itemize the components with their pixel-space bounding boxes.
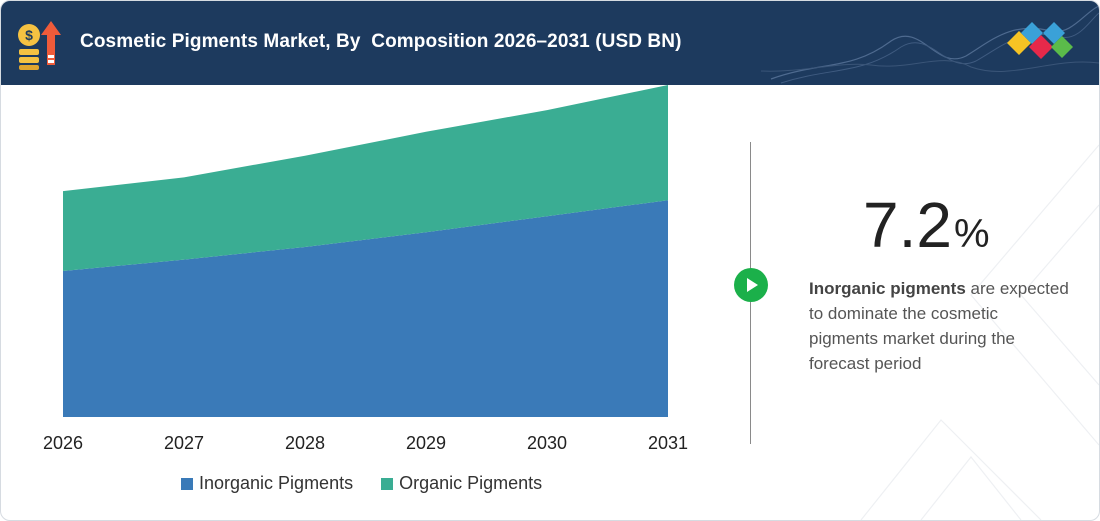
x-tick-label: 2026 [43,433,83,453]
area-series-organic-pigments [63,85,668,271]
diamond-logo-icon [1007,22,1073,59]
play-icon[interactable] [734,268,768,302]
area-series-inorganic-pigments [63,200,668,417]
legend-swatch-inorganic [181,477,193,490]
x-tick-label: 2031 [648,433,688,453]
cagr-value: 7.2 [863,189,952,261]
cagr-stat: 7.2% [863,193,990,257]
x-tick-label: 2030 [527,433,567,453]
cagr-unit: % [953,212,990,256]
header-bar: $ Cosmetic Pigments Market, By Compositi… [1,1,1099,85]
background-lines-decoration [860,144,1099,520]
x-tick-label: 2029 [406,433,446,453]
legend-label-organic: Organic Pigments [399,473,543,493]
legend-item-inorganic: Inorganic Pigments [181,473,353,494]
highlight-bold-text: Inorganic pigments [809,279,966,298]
legend-label-inorganic: Inorganic Pigments [199,473,354,493]
svg-text:$: $ [25,27,33,43]
x-tick-label: 2028 [285,433,325,453]
money-growth-icon: $ [18,21,61,70]
highlight-description: Inorganic pigments are expected to domin… [809,276,1071,376]
x-tick-label: 2027 [164,433,204,453]
page-title: Cosmetic Pigments Market, By Composition… [80,31,682,52]
highlight-text: are expected to dominate the cosmetic pi… [809,279,1069,373]
chart-legend: Inorganic Pigments Organic Pigments [181,473,542,494]
legend-swatch-organic [381,477,394,490]
area-chart: 2026 2027 2028 2029 2030 2031 [43,85,688,453]
legend-item-organic: Organic Pigments [381,473,542,494]
